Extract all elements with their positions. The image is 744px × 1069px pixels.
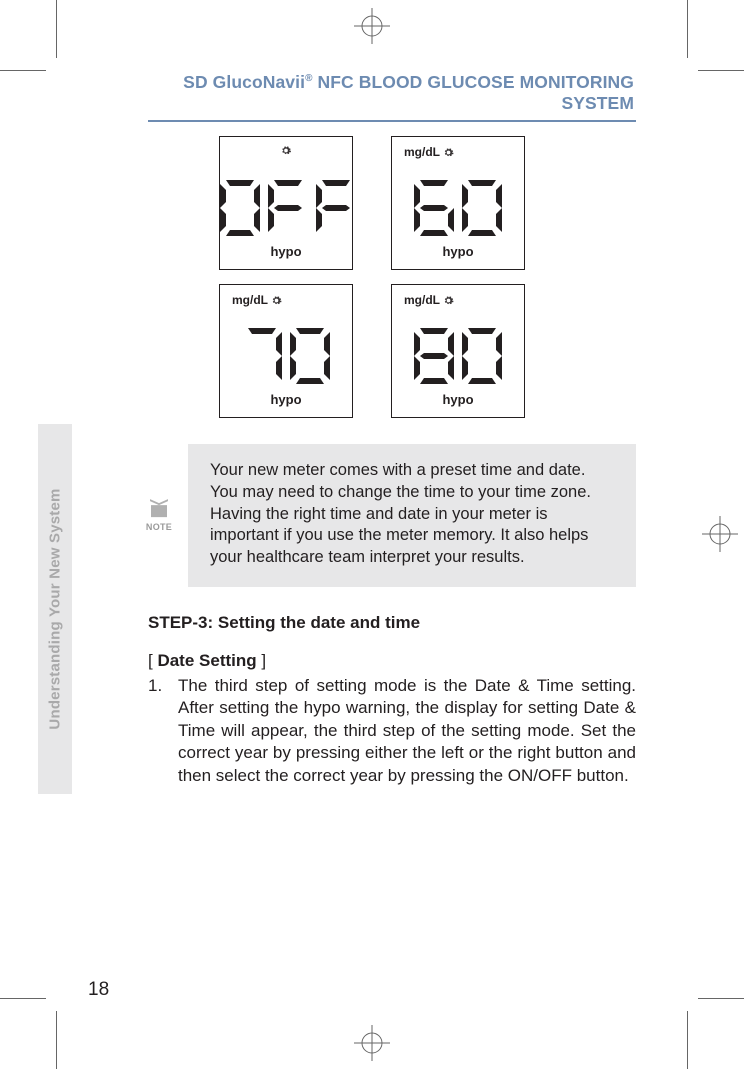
gear-icon (443, 295, 454, 306)
list-text: The third step of setting mode is the Da… (178, 675, 636, 787)
note-block: NOTE Your new meter comes with a preset … (188, 444, 636, 587)
note-text: Your new meter comes with a preset time … (210, 461, 591, 566)
lcd-hypo-label: hypo (270, 244, 301, 259)
crop-mark (56, 1011, 57, 1069)
page-content: SD GlucoNavii® NFC BLOOD GLUCOSE MONITOR… (58, 72, 686, 994)
note-label: NOTE (140, 522, 178, 534)
registration-mark-icon (354, 1025, 390, 1061)
lcd-60: mg/dL hypo (391, 136, 525, 270)
lcd-70: mg/dL hypo (219, 284, 353, 418)
lcd-displays: hypo mg/dL hypo mg/dL (58, 136, 686, 418)
lcd-top-label (281, 145, 292, 156)
lcd-unit: mg/dL (404, 293, 440, 307)
crop-mark (698, 998, 744, 999)
crop-mark (56, 0, 57, 58)
gear-icon (443, 147, 454, 158)
crop-mark (687, 0, 688, 58)
note-icon: NOTE (140, 496, 178, 534)
registration-mark-icon (354, 8, 390, 44)
lcd-hypo-label: hypo (270, 392, 301, 407)
lcd-value (238, 328, 334, 384)
lcd-hypo-label: hypo (442, 392, 473, 407)
lcd-value (216, 180, 356, 236)
subheading-post: ] (257, 651, 266, 670)
lcd-top-label: mg/dL (404, 145, 454, 159)
crop-mark (698, 70, 744, 71)
body-list-item: 1. The third step of setting mode is the… (148, 675, 636, 787)
gear-icon (281, 145, 292, 156)
subheading: [ Date Setting ] (148, 651, 636, 671)
header-sup: ® (305, 73, 312, 84)
lcd-top-label: mg/dL (404, 293, 454, 307)
note-icon-graphic (147, 496, 171, 520)
list-number: 1. (148, 675, 178, 787)
header-pre: SD GlucoNavii (183, 72, 305, 92)
crop-mark (687, 1011, 688, 1069)
subheading-strong: Date Setting (157, 651, 256, 670)
lcd-unit: mg/dL (232, 293, 268, 307)
lcd-top-label: mg/dL (232, 293, 282, 307)
registration-mark-icon (702, 516, 738, 552)
lcd-unit: mg/dL (404, 145, 440, 159)
crop-mark (0, 70, 46, 71)
lcd-off: hypo (219, 136, 353, 270)
step-heading: STEP-3: Setting the date and time (148, 613, 636, 633)
lcd-value (410, 328, 506, 384)
lcd-80: mg/dL hypo (391, 284, 525, 418)
page-number: 18 (88, 979, 109, 1001)
page-header: SD GlucoNavii® NFC BLOOD GLUCOSE MONITOR… (148, 72, 636, 122)
crop-mark (0, 998, 46, 999)
header-post: NFC BLOOD GLUCOSE MONITORING SYSTEM (313, 72, 634, 113)
lcd-hypo-label: hypo (442, 244, 473, 259)
lcd-value (410, 180, 506, 236)
gear-icon (271, 295, 282, 306)
